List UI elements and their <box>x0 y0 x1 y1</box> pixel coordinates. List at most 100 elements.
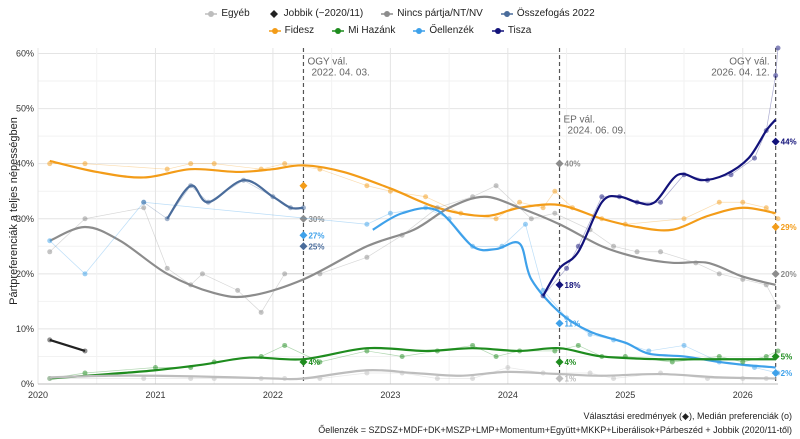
median-point <box>775 304 781 310</box>
election-result-marker <box>555 374 564 383</box>
median-point <box>399 353 405 359</box>
election-result-label: 44% <box>781 138 797 147</box>
legend-label: Egyéb <box>221 8 250 19</box>
median-point <box>599 194 605 200</box>
median-point <box>47 249 53 255</box>
median-point <box>141 205 147 211</box>
election-result-marker <box>771 368 780 377</box>
median-point <box>211 161 217 167</box>
series-raw-line <box>49 163 779 225</box>
x-tick-label: 2022 <box>263 390 283 400</box>
election-date-label: 2026. 04. 12. <box>711 68 769 79</box>
median-point <box>470 375 476 381</box>
median-point <box>716 271 722 277</box>
y-tick-label: 10% <box>16 324 34 334</box>
legend-swatch-icon <box>268 9 280 19</box>
legend-label: Őellenzék <box>429 25 474 36</box>
legend-item: Tisza <box>491 25 532 36</box>
median-point <box>493 353 499 359</box>
legend-swatch-icon <box>205 9 218 19</box>
series-trend-line <box>49 159 776 232</box>
election-result-marker <box>771 223 780 232</box>
median-point <box>258 309 264 315</box>
median-point <box>740 199 746 205</box>
election-result-marker <box>299 242 308 251</box>
election-result-marker <box>299 231 308 240</box>
median-point <box>611 243 617 249</box>
median-point <box>564 265 570 271</box>
median-point <box>752 155 758 161</box>
election-date-label: 2022. 04. 03. <box>311 68 369 79</box>
election-result-label: 5% <box>781 352 793 361</box>
median-point <box>82 216 88 222</box>
series-trend-line <box>372 206 776 369</box>
series-trend-line <box>49 346 776 380</box>
legend-label: Nincs pártja/NT/NV <box>397 8 483 19</box>
election-label: OGY vál. <box>307 57 347 68</box>
series-raw-line <box>49 185 779 313</box>
median-point <box>522 221 528 227</box>
election-result-label: 25% <box>308 242 324 251</box>
election-result-label: 27% <box>308 231 324 240</box>
legend-swatch-icon <box>332 26 345 36</box>
series-trend-line <box>49 195 776 299</box>
election-result-marker <box>299 214 308 223</box>
election-label: OGY vál. <box>729 57 769 68</box>
median-point <box>282 271 288 277</box>
median-point <box>763 205 769 211</box>
legend-swatch-icon <box>491 26 504 36</box>
election-result-marker <box>771 137 780 146</box>
median-point <box>434 375 440 381</box>
median-point <box>669 359 675 365</box>
median-point <box>364 370 370 376</box>
median-point <box>575 342 581 348</box>
election-result-marker <box>771 352 780 361</box>
median-point <box>199 271 205 277</box>
median-point <box>364 254 370 260</box>
median-point <box>587 370 593 376</box>
median-point <box>164 265 170 271</box>
median-point <box>740 359 746 365</box>
median-point <box>775 348 781 354</box>
election-result-label: 30% <box>308 215 324 224</box>
x-tick-label: 2021 <box>145 390 165 400</box>
legend-swatch-icon <box>500 9 513 19</box>
election-result-label: 1% <box>565 374 577 383</box>
median-point <box>141 199 147 205</box>
median-point <box>235 287 241 293</box>
y-tick-label: 0% <box>21 379 34 389</box>
median-point <box>552 188 558 194</box>
median-point <box>493 183 499 189</box>
y-tick-label: 20% <box>16 269 34 279</box>
median-point <box>423 194 429 200</box>
median-point <box>82 271 88 277</box>
median-point <box>141 375 147 381</box>
median-point <box>681 342 687 348</box>
median-point <box>317 359 323 365</box>
election-date-label: 2024. 06. 09. <box>568 125 626 136</box>
series-raw-line <box>143 179 304 220</box>
median-point <box>658 199 664 205</box>
x-tick-label: 2026 <box>733 390 753 400</box>
median-point <box>47 238 53 244</box>
x-tick-label: 2024 <box>498 390 518 400</box>
y-tick-label: 40% <box>16 159 34 169</box>
legend-item: Összefogás 2022 <box>500 8 595 19</box>
legend-label: Tisza <box>507 25 532 36</box>
median-point <box>716 353 722 359</box>
series-trend-line <box>542 118 777 297</box>
election-label: EP vál. <box>564 114 596 125</box>
legend-label: Összefogás 2022 <box>516 8 595 19</box>
median-point <box>763 353 769 359</box>
median-point <box>540 205 546 211</box>
y-tick-label: 30% <box>16 214 34 224</box>
election-result-label: 4% <box>565 358 577 367</box>
median-point <box>82 370 88 376</box>
legend-item: Fidesz <box>268 25 314 36</box>
election-result-label: 4% <box>308 358 320 367</box>
median-point <box>47 161 53 167</box>
median-point <box>552 348 558 354</box>
median-point <box>646 348 652 354</box>
election-result-marker <box>299 357 308 366</box>
median-point <box>775 216 781 222</box>
